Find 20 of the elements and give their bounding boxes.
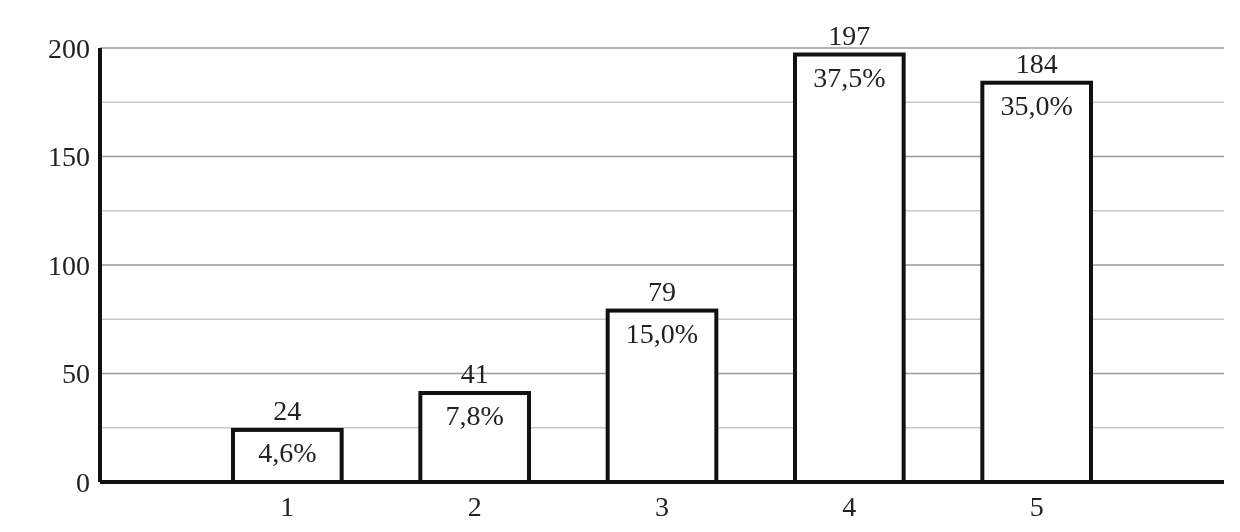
- y-tick-label: 200: [48, 32, 90, 64]
- y-tick-label: 50: [62, 358, 90, 390]
- x-tick-label: 2: [467, 491, 482, 522]
- annotation: 15,0%: [625, 317, 699, 349]
- data-label: 184: [1015, 47, 1058, 79]
- annotation: 4,6%: [258, 436, 317, 468]
- annotation: 37,5%: [813, 61, 886, 93]
- data-label: 79: [648, 275, 676, 307]
- y-tick-label: 150: [48, 141, 90, 173]
- x-tick-label: 4: [842, 491, 857, 522]
- y-tick-label: 100: [48, 249, 90, 281]
- data-label: 41: [460, 358, 489, 390]
- x-tick-label: 3: [655, 491, 669, 522]
- data-label: 197: [828, 19, 871, 51]
- annotation: 7,8%: [445, 400, 504, 432]
- x-tick-label: 1: [280, 491, 295, 522]
- x-tick-label: 5: [1029, 491, 1044, 522]
- data-label: 24: [273, 394, 302, 426]
- annotation: 35,0%: [1000, 89, 1073, 121]
- y-tick-label: 0: [76, 466, 90, 498]
